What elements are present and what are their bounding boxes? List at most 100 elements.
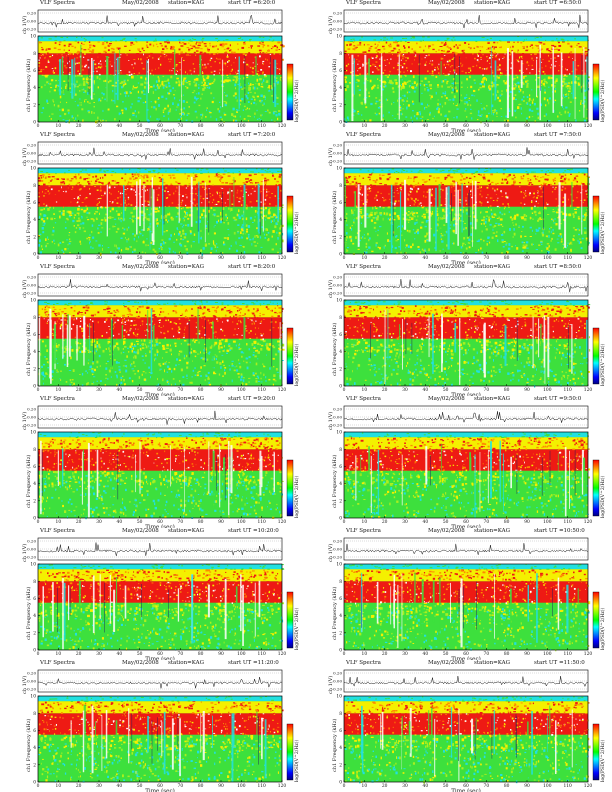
frequency-tick-label: 2 (33, 367, 36, 372)
time-tick-label: 110 (563, 388, 572, 393)
time-tick-label: 10 (56, 520, 62, 525)
amplitude-tick-label: 0.00 (27, 19, 36, 24)
time-tick-label: 80 (504, 784, 510, 789)
frequency-tick-label: 0 (33, 781, 36, 786)
frequency-tick-label: 6 (339, 201, 342, 206)
frequency-tick-label: 8 (33, 316, 36, 321)
sferic-streaks (370, 309, 590, 385)
time-tick-label: 50 (137, 388, 143, 393)
panel-start-time: start UT =6:50:0 (534, 0, 582, 6)
spectrogram-panel: VLF Spectra May/02/2008 station=KAG start U… (0, 264, 306, 396)
time-tick-label: 30 (96, 652, 102, 657)
time-tick-label: 100 (543, 256, 552, 261)
time-tick-label: 10 (56, 124, 62, 129)
amplitude-trace (37, 147, 283, 160)
low-frequency-band (344, 79, 590, 124)
frequency-tick-label: 6 (33, 201, 36, 206)
time-tick-label: 70 (484, 124, 490, 129)
time-tick-label: 10 (362, 388, 368, 393)
top-cyan-strip (344, 36, 588, 42)
time-tick-label: 90 (218, 520, 224, 525)
panel-start-time: start UT =8:20:0 (228, 264, 276, 270)
amplitude-tick-label: 0.20 (333, 143, 342, 148)
time-tick-label: 120 (584, 784, 593, 789)
time-tick-label: 10 (56, 784, 62, 789)
time-axis-label: Time (sec) (145, 656, 175, 661)
top-strip-texture (48, 696, 275, 703)
upper-band-texture (38, 41, 285, 55)
time-axis-label: Time (sec) (451, 656, 481, 661)
main-frequency-band (344, 581, 588, 603)
top-cyan-strip (38, 432, 282, 438)
frequency-tick-label: 8 (339, 448, 342, 453)
time-tick-label: 40 (117, 388, 123, 393)
spectrogram-panel: VLF Spectra May/02/2008 station=KAG start U… (0, 132, 306, 264)
time-tick-label: 100 (543, 124, 552, 129)
time-axis-label: Time (sec) (451, 524, 481, 529)
frequency-tick-label: 8 (339, 712, 342, 717)
amplitude-tick-label: 0.20 (27, 671, 36, 676)
time-tick-label: 90 (218, 388, 224, 393)
time-tick-label: 60 (157, 520, 163, 525)
frequency-tick-label: 2 (339, 367, 342, 372)
sferic-streaks (344, 177, 590, 253)
time-tick-label: 20 (76, 652, 82, 657)
time-tick-label: 90 (524, 388, 530, 393)
time-tick-label: 100 (543, 652, 552, 657)
time-tick-label: 80 (198, 388, 204, 393)
time-tick-label: 20 (76, 388, 82, 393)
sferic-streaks (360, 572, 579, 648)
upper-band-texture (39, 701, 284, 715)
colorbar (286, 327, 294, 385)
frequency-tick-label: 0 (33, 121, 36, 126)
frequency-tick-label: 0 (339, 253, 342, 258)
spectrogram-panel: VLF Spectra May/02/2008 station=KAG start U… (306, 264, 612, 396)
frequency-tick-label: 8 (339, 184, 342, 189)
amplitude-tick-label: 0.20 (333, 539, 342, 544)
panel-date: May/02/2008 (122, 396, 159, 402)
frequency-tick-label: 6 (33, 333, 36, 338)
time-tick-label: 0 (37, 520, 40, 525)
spectrogram-panel: VLF Spectra May/02/2008 station=KAG start U… (306, 0, 612, 132)
frequency-tick-label: 8 (33, 712, 36, 717)
time-tick-label: 110 (257, 652, 266, 657)
time-tick-label: 120 (278, 784, 287, 789)
time-tick-label: 90 (524, 520, 530, 525)
time-tick-label: 90 (524, 652, 530, 657)
amplitude-tick-label: 0.00 (27, 547, 36, 552)
frequency-tick-label: 4 (339, 350, 342, 355)
amplitude-trace (37, 676, 283, 689)
time-tick-label: 80 (198, 520, 204, 525)
panel-date: May/02/2008 (122, 528, 159, 534)
time-tick-label: 10 (362, 256, 368, 261)
amplitude-tick-label: 0.00 (27, 151, 36, 156)
frequency-tick-label: 10 (336, 695, 342, 700)
panel-title: VLF Spectra (346, 396, 381, 402)
time-axis-label: Time (sec) (451, 392, 481, 397)
time-tick-label: 40 (117, 784, 123, 789)
time-tick-label: 90 (218, 652, 224, 657)
main-frequency-band (344, 53, 588, 75)
time-tick-label: 40 (423, 388, 429, 393)
frequency-tick-label: 10 (30, 695, 36, 700)
time-tick-label: 80 (504, 256, 510, 261)
time-tick-label: 0 (343, 124, 346, 129)
top-strip-texture (39, 432, 282, 439)
time-tick-label: 20 (76, 784, 82, 789)
time-tick-label: 20 (382, 124, 388, 129)
time-tick-label: 30 (402, 124, 408, 129)
time-tick-label: 120 (584, 124, 593, 129)
top-strip-texture (347, 696, 586, 702)
main-band-texture (345, 317, 586, 340)
time-tick-label: 60 (463, 388, 469, 393)
spectrogram-panel: VLF Spectra May/02/2008 station=KAG start U… (306, 528, 612, 660)
amplitude-trace (37, 542, 283, 557)
upper-band-texture (344, 305, 590, 319)
time-tick-label: 60 (463, 124, 469, 129)
frequency-tick-label: 8 (33, 184, 36, 189)
amplitude-trace (343, 543, 588, 555)
panel-start-time: start UT =7:20:0 (228, 132, 276, 138)
